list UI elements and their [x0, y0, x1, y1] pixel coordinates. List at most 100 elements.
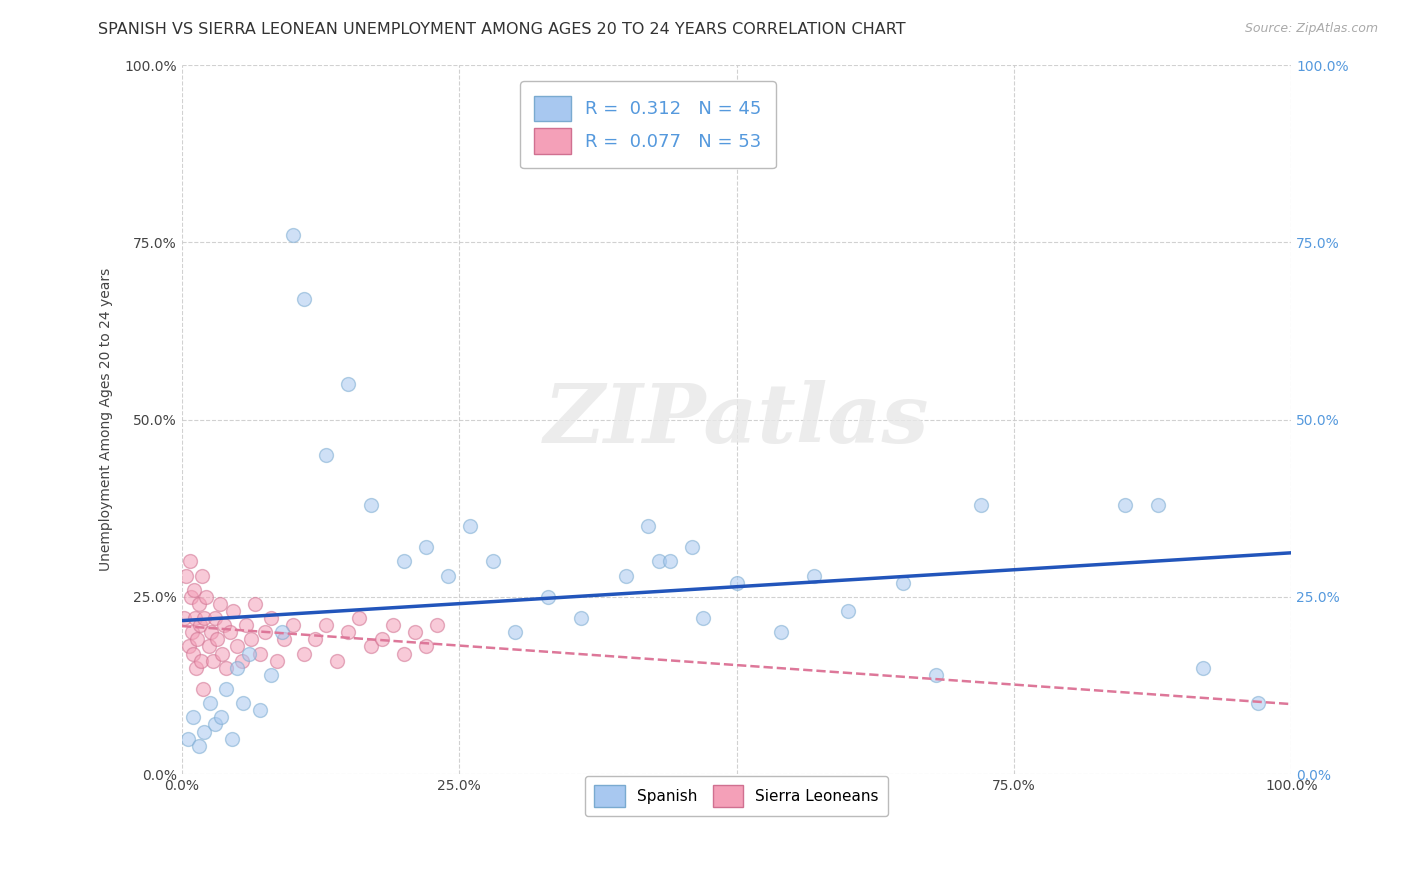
Point [503, 625, 526, 640]
Point [437, 568, 460, 582]
Point [195, 590, 218, 604]
Point [181, 710, 204, 724]
Point [208, 597, 231, 611]
Point [637, 519, 659, 533]
Text: SPANISH VS SIERRA LEONEAN UNEMPLOYMENT AMONG AGES 20 TO 24 YEARS CORRELATION CHA: SPANISH VS SIERRA LEONEAN UNEMPLOYMENT A… [98, 22, 905, 37]
Point [273, 632, 295, 647]
Point [769, 625, 792, 640]
Point [837, 604, 859, 618]
Point [187, 739, 209, 753]
Point [415, 640, 437, 654]
Point [200, 625, 222, 640]
Point [173, 611, 195, 625]
Point [254, 625, 277, 640]
Point [202, 654, 225, 668]
Point [337, 625, 360, 640]
Point [337, 377, 360, 392]
Point [211, 647, 233, 661]
Point [187, 597, 209, 611]
Point [212, 618, 235, 632]
Point [404, 625, 426, 640]
Point [360, 640, 382, 654]
Point [218, 625, 240, 640]
Point [260, 668, 283, 682]
Point [891, 575, 914, 590]
Point [188, 618, 211, 632]
Text: Source: ZipAtlas.com: Source: ZipAtlas.com [1244, 22, 1378, 36]
Point [569, 611, 592, 625]
Point [970, 498, 993, 512]
Point [537, 590, 560, 604]
Point [426, 618, 449, 632]
Point [392, 554, 415, 568]
Point [176, 731, 198, 746]
Point [381, 618, 404, 632]
Point [243, 597, 266, 611]
Point [803, 568, 825, 582]
Point [1247, 696, 1270, 710]
Point [304, 632, 326, 647]
Point [1114, 498, 1136, 512]
Point [222, 604, 245, 618]
Point [238, 647, 260, 661]
Point [221, 731, 243, 746]
Point [180, 590, 202, 604]
Point [249, 703, 271, 717]
Point [925, 668, 948, 682]
Point [349, 611, 371, 625]
Point [239, 632, 262, 647]
Point [648, 554, 671, 568]
Point [191, 681, 214, 696]
Point [209, 710, 232, 724]
Point [292, 647, 315, 661]
Legend: Spanish, Sierra Leoneans: Spanish, Sierra Leoneans [585, 776, 889, 816]
Point [232, 696, 254, 710]
Point [249, 647, 271, 661]
Point [315, 448, 337, 462]
Point [184, 611, 207, 625]
Point [176, 568, 198, 582]
Point [1191, 661, 1213, 675]
Point [281, 228, 304, 243]
Point [614, 568, 637, 582]
Text: ZIPatlas: ZIPatlas [544, 380, 929, 459]
Point [204, 611, 226, 625]
Point [186, 661, 208, 675]
Point [183, 582, 205, 597]
Point [204, 717, 226, 731]
Point [181, 625, 204, 640]
Point [190, 654, 212, 668]
Point [193, 724, 215, 739]
Point [270, 625, 292, 640]
Point [226, 640, 249, 654]
Point [186, 632, 208, 647]
Y-axis label: Unemployment Among Ages 20 to 24 years: Unemployment Among Ages 20 to 24 years [100, 268, 114, 571]
Point [692, 611, 714, 625]
Point [266, 654, 288, 668]
Point [197, 640, 219, 654]
Point [415, 540, 437, 554]
Point [725, 575, 748, 590]
Point [281, 618, 304, 632]
Point [193, 611, 215, 625]
Point [215, 681, 238, 696]
Point [315, 618, 337, 632]
Point [198, 696, 221, 710]
Point [231, 654, 253, 668]
Point [207, 632, 229, 647]
Point [370, 632, 392, 647]
Point [191, 568, 214, 582]
Point [392, 647, 415, 661]
Point [1147, 498, 1170, 512]
Point [215, 661, 238, 675]
Point [181, 647, 204, 661]
Point [179, 554, 201, 568]
Point [681, 540, 703, 554]
Point [292, 292, 315, 306]
Point [326, 654, 349, 668]
Point [235, 618, 257, 632]
Point [481, 554, 503, 568]
Point [460, 519, 482, 533]
Point [659, 554, 682, 568]
Point [260, 611, 283, 625]
